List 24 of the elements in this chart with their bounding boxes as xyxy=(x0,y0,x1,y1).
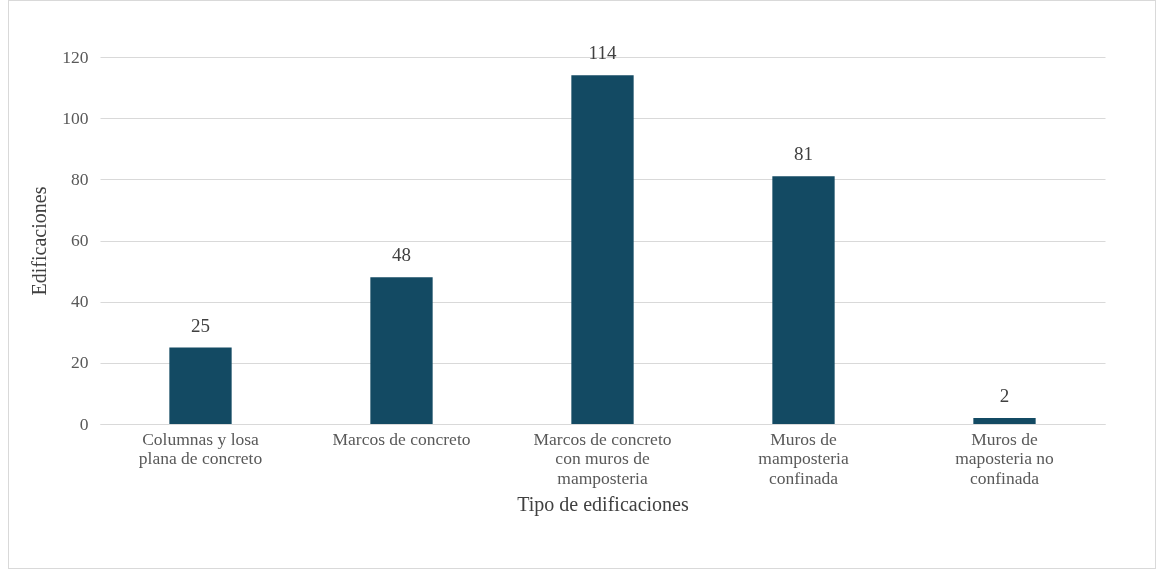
data-label: 2 xyxy=(999,384,1010,406)
x-tick-label: Muros de maposteria no confinada xyxy=(955,428,1055,488)
bar xyxy=(169,347,232,424)
bar xyxy=(772,176,835,424)
bar xyxy=(370,277,433,424)
x-tick-label: Muros de mamposteria confinada xyxy=(758,428,849,488)
y-tick-label: 120 xyxy=(62,46,89,67)
y-tick-label: 60 xyxy=(71,230,89,250)
y-tick-label: 80 xyxy=(71,168,89,189)
data-label: 48 xyxy=(392,244,411,266)
data-label: 114 xyxy=(588,42,617,64)
x-axis-title: Tipo de edificaciones xyxy=(517,493,689,516)
y-tick-label: 20 xyxy=(71,352,89,373)
bar xyxy=(571,75,634,424)
y-tick-label: 0 xyxy=(79,413,89,434)
y-tick-label: 100 xyxy=(62,107,89,128)
data-label: 81 xyxy=(794,143,813,165)
x-tick-label: Marcos de concreto con muros de mamposteria xyxy=(533,428,672,488)
bar xyxy=(973,417,1036,424)
y-tick-label: 40 xyxy=(71,291,89,312)
data-label: 25 xyxy=(191,314,210,336)
x-tick-label: Columnas y losa plana de concreto xyxy=(138,428,263,468)
y-axis-title: Edificaciones xyxy=(28,186,51,296)
x-tick-label: Marcos de concreto xyxy=(332,428,471,449)
